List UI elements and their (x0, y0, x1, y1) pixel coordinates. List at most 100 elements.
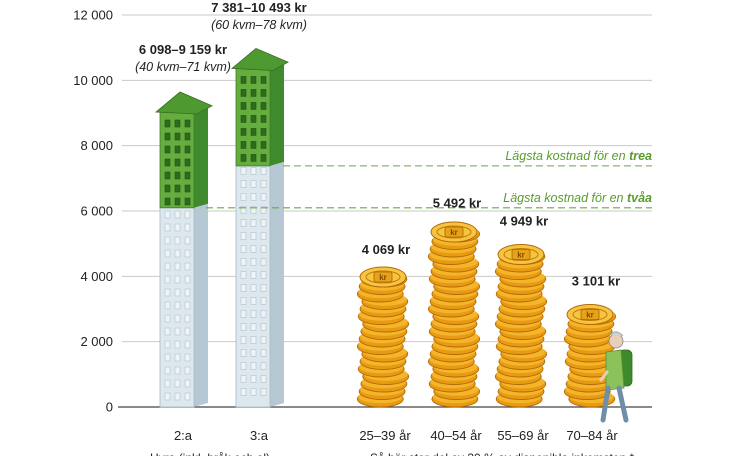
window (184, 340, 191, 349)
window (184, 119, 191, 128)
reference-label-emph: tvåa (627, 191, 652, 205)
coin-rim (365, 270, 401, 284)
y-tick-label: 12 000 (73, 8, 113, 23)
window (174, 249, 181, 258)
coin-rim (436, 225, 472, 239)
window (260, 271, 267, 279)
window (184, 223, 191, 232)
person-hair (609, 331, 624, 337)
coin-rim (503, 248, 539, 261)
window (250, 284, 257, 292)
window (260, 310, 267, 318)
window (250, 219, 257, 227)
window (250, 245, 257, 253)
window (184, 262, 191, 271)
window (174, 392, 181, 401)
window (164, 236, 171, 245)
building-roof (230, 47, 289, 71)
y-tick-label: 8 000 (80, 138, 113, 153)
window (240, 76, 247, 84)
window (260, 154, 267, 162)
y-tick-label: 4 000 (80, 269, 113, 284)
x-tick-label: 70–84 år (566, 428, 618, 443)
window (164, 197, 171, 206)
window (260, 375, 267, 383)
x-tick-label: 2:a (174, 428, 193, 443)
savings-value-label: 3 101 kr (572, 274, 620, 289)
housing-value-label: 7 381–10 493 kr (211, 0, 306, 15)
window (164, 210, 171, 219)
coin-rim (572, 308, 608, 321)
window (174, 379, 181, 388)
window (164, 119, 171, 128)
window (260, 336, 267, 344)
coin-stack: kr (356, 266, 410, 408)
window (164, 340, 171, 349)
window (250, 167, 257, 175)
window (250, 115, 257, 123)
housing-value-label: 6 098–9 159 kr (139, 42, 227, 57)
window (184, 288, 191, 297)
window (240, 245, 247, 253)
coin-text: kr (517, 251, 525, 260)
window (174, 327, 181, 336)
window (240, 336, 247, 344)
reference-label: Lägsta kostnad för en trea (505, 149, 652, 163)
window (240, 323, 247, 331)
window (250, 102, 257, 110)
window (174, 301, 181, 310)
window (164, 132, 171, 141)
window (250, 89, 257, 97)
window (260, 141, 267, 149)
window (250, 310, 257, 318)
building-bar (230, 47, 289, 408)
window (184, 210, 191, 219)
window (174, 236, 181, 245)
window (260, 89, 267, 97)
window (174, 197, 181, 206)
window (184, 301, 191, 310)
building-side-upper (270, 64, 284, 166)
person-icon (599, 331, 633, 423)
window (250, 388, 257, 396)
window (240, 284, 247, 292)
savings-value-label: 4 949 kr (500, 213, 548, 228)
window (250, 193, 257, 201)
window (250, 375, 257, 383)
window (184, 327, 191, 336)
window (240, 310, 247, 318)
x-tick-label: 25–39 år (359, 428, 411, 443)
window (250, 297, 257, 305)
window (250, 232, 257, 240)
x-tick-label: 3:a (250, 428, 269, 443)
window (240, 232, 247, 240)
window (240, 349, 247, 357)
window (174, 223, 181, 232)
value-labels: 6 098–9 159 kr (40 kvm–71 kvm) 7 381–10 49… (135, 0, 620, 443)
window (184, 171, 191, 180)
coin-stack: kr (494, 244, 548, 408)
window (240, 154, 247, 162)
coin-text: kr (586, 311, 594, 320)
window (174, 171, 181, 180)
coin-stack: kr (563, 304, 617, 408)
window (164, 275, 171, 284)
window (260, 102, 267, 110)
window (164, 392, 171, 401)
coin-emblem (511, 249, 531, 260)
reference-label-text: Lägsta kostnad för en (505, 149, 629, 163)
window (250, 154, 257, 162)
savings-value-label: 4 069 kr (362, 242, 410, 257)
window (164, 158, 171, 167)
building-side-lower (270, 161, 284, 407)
window (240, 128, 247, 136)
window (240, 362, 247, 370)
window (174, 262, 181, 271)
window (260, 388, 267, 396)
window (240, 193, 247, 201)
window (260, 76, 267, 84)
window (250, 323, 257, 331)
window (184, 145, 191, 154)
window (260, 219, 267, 227)
coin-text: kr (450, 228, 458, 237)
